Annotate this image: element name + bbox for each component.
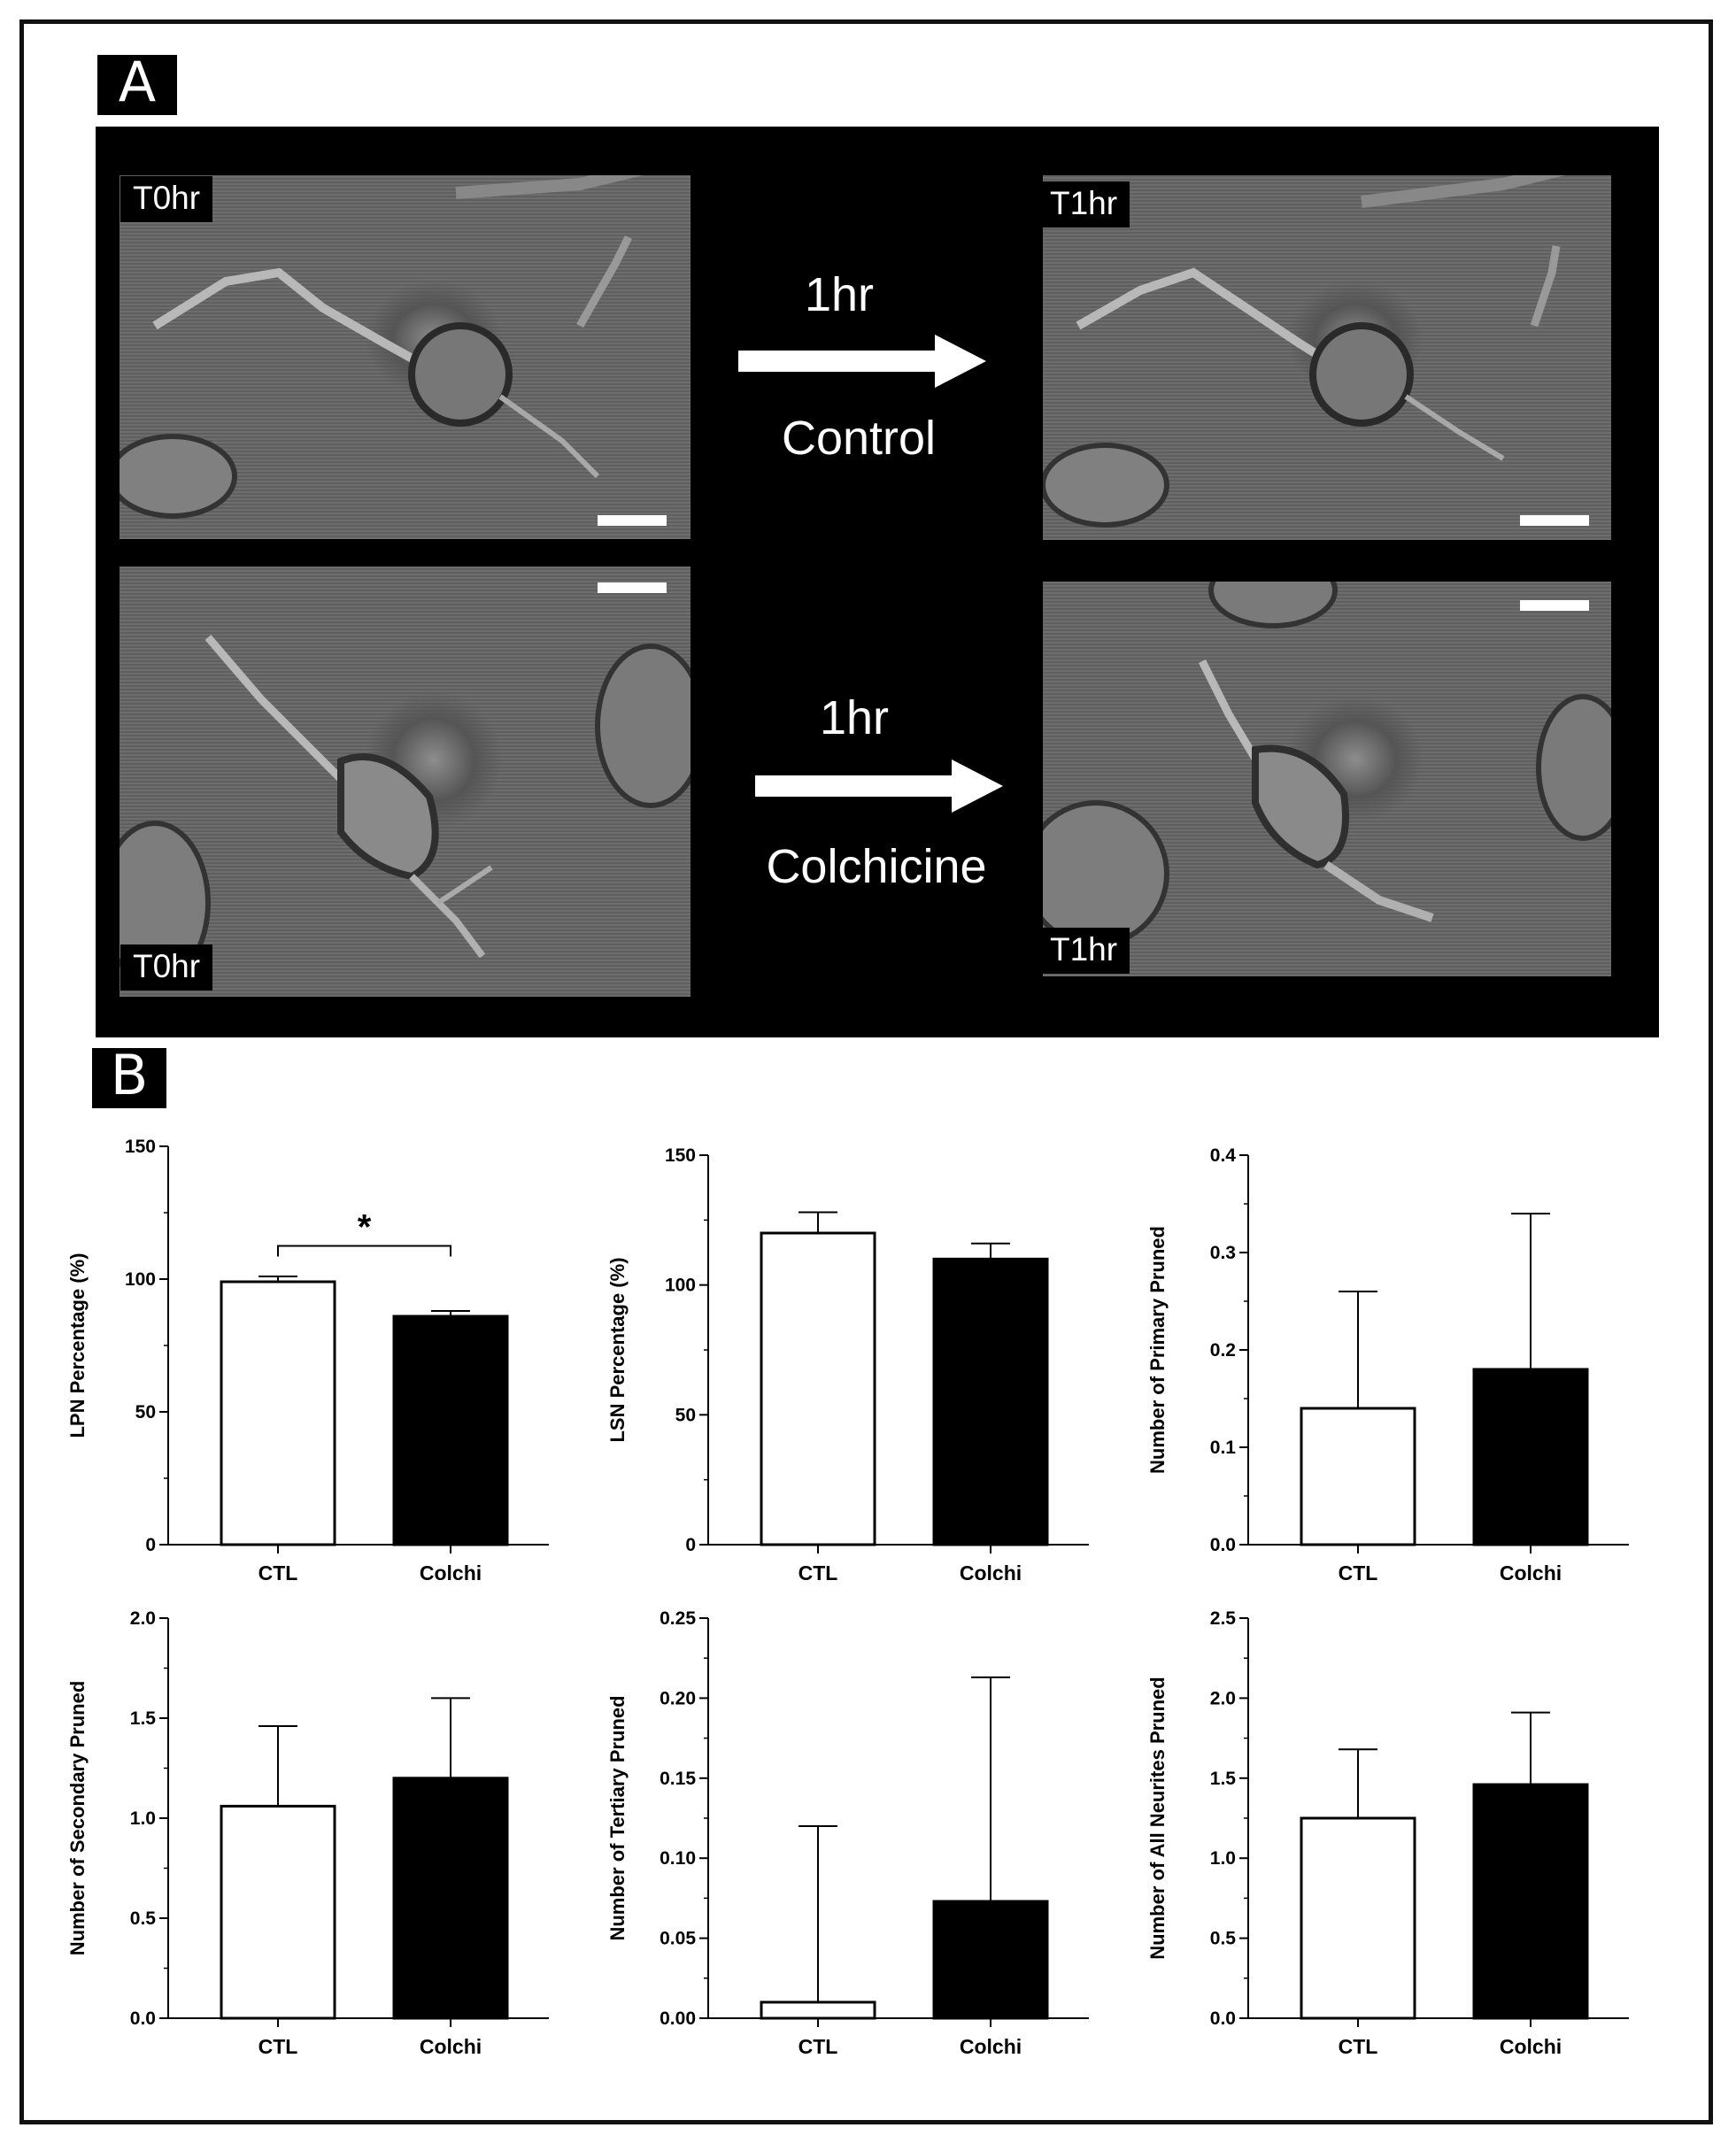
y-tick-label: 0.10 — [660, 1848, 696, 1869]
x-tick-label: CTL — [1339, 2035, 1378, 2058]
x-tick-label: Colchi — [1500, 2035, 1562, 2058]
significance-star: * — [358, 1208, 372, 1247]
colchicine-t1-image — [1043, 582, 1611, 976]
bar-ctl — [1300, 1407, 1416, 1546]
bar-colchi — [932, 1900, 1049, 2020]
bar-ctl — [220, 1280, 336, 1546]
y-axis-label: Number of Primary Pruned — [1146, 1226, 1169, 1474]
y-tick-label: 0 — [145, 1535, 156, 1555]
chart-lsn-percentage: LSN Percentage (%) 0 50 100 150 CTL Colchi — [593, 1133, 1098, 1611]
y-axis-label: Number of All Neurites Pruned — [1146, 1677, 1169, 1959]
control-arrow-condition: Control — [781, 412, 937, 465]
bar-ctl — [760, 1231, 876, 1546]
x-tick-label: CTL — [799, 1561, 838, 1584]
y-axis-label: Number of Secondary Pruned — [66, 1681, 89, 1956]
chart-primary-pruned: Number of Primary Pruned 0.0 0.1 0.2 0.3 0.4 C… — [1133, 1133, 1638, 1611]
y-tick-label: 0.5 — [130, 1908, 157, 1929]
bar-colchi — [392, 1314, 509, 1546]
control-t0-scalebar — [598, 515, 667, 526]
y-tick-label: 0.3 — [1210, 1243, 1236, 1263]
x-tick-label: CTL — [258, 1561, 298, 1584]
y-tick-label: 2.0 — [130, 1608, 156, 1629]
x-tick-label: Colchi — [960, 1561, 1022, 1584]
y-tick-label: 1.5 — [1210, 1769, 1237, 1789]
y-tick-label: 150 — [125, 1137, 156, 1157]
bar-colchi — [1472, 1783, 1589, 2020]
y-tick-label: 50 — [135, 1402, 156, 1422]
control-t1-label: T1hr — [1038, 181, 1130, 227]
colchicine-t0-scalebar — [598, 582, 667, 593]
y-axis-label: LSN Percentage (%) — [606, 1257, 629, 1442]
y-tick-label: 0.20 — [660, 1688, 696, 1708]
panel-a-label: A — [97, 55, 177, 115]
x-tick-label: Colchi — [1500, 1561, 1562, 1584]
y-axis-label: LPN Percentage (%) — [66, 1253, 89, 1438]
x-tick-label: Colchi — [960, 2035, 1022, 2058]
control-t1-image — [1043, 175, 1611, 540]
y-tick-label: 50 — [675, 1405, 696, 1425]
x-tick-label: CTL — [1339, 1561, 1378, 1584]
control-arrow-time: 1hr — [804, 268, 875, 321]
y-tick-label: 0.0 — [130, 2008, 156, 2029]
x-tick-label: Colchi — [420, 2035, 482, 2058]
control-t0-label: T0hr — [120, 176, 213, 222]
colchicine-arrow-condition: Colchicine — [766, 840, 987, 893]
control-t0-image — [120, 175, 691, 539]
y-tick-label: 2.0 — [1210, 1688, 1236, 1708]
colchicine-t1-label: T1hr — [1038, 928, 1130, 974]
bar-colchi — [932, 1257, 1049, 1546]
colchicine-t0-label: T0hr — [120, 944, 213, 991]
colchicine-arrow-time: 1hr — [819, 691, 890, 744]
y-tick-label: 0.15 — [660, 1769, 696, 1789]
y-tick-label: 0.4 — [1210, 1145, 1237, 1166]
y-tick-label: 0.0 — [1210, 2008, 1236, 2029]
y-tick-label: 0.5 — [1210, 1929, 1237, 1949]
y-tick-label: 150 — [665, 1145, 696, 1166]
y-tick-label: 2.5 — [1210, 1608, 1237, 1629]
bar-ctl — [1300, 1816, 1416, 2020]
bar-colchi — [1472, 1368, 1589, 1546]
chart-secondary-pruned: Number of Secondary Pruned 0.0 0.5 1.0 1.5 2.… — [53, 1602, 558, 2098]
chart-all-neurites-pruned: Number of All Neurites Pruned 0.0 0.5 1.0 1.… — [1133, 1602, 1638, 2098]
colchicine-arrow-icon — [755, 759, 1003, 813]
y-tick-label: 100 — [665, 1276, 696, 1296]
x-tick-label: CTL — [258, 2035, 298, 2058]
chart-tertiary-pruned: Number of Tertiary Pruned 0.00 0.05 0.10 0.1… — [593, 1602, 1098, 2098]
y-tick-label: 1.0 — [130, 1808, 156, 1829]
y-tick-label: 1.5 — [130, 1708, 157, 1729]
colchicine-t0-image — [120, 567, 691, 997]
figure-frame — [19, 19, 1713, 2124]
y-axis-label: Number of Tertiary Pruned — [606, 1695, 629, 1940]
y-tick-label: 0.1 — [1210, 1438, 1237, 1458]
y-tick-label: 0.00 — [660, 2008, 696, 2029]
control-arrow-icon — [738, 335, 986, 388]
y-tick-label: 0.0 — [1210, 1535, 1236, 1555]
bar-colchi — [392, 1777, 509, 2020]
colchicine-t1-scalebar — [1520, 600, 1589, 611]
y-tick-label: 1.0 — [1210, 1848, 1236, 1869]
panel-b-label: B — [92, 1048, 166, 1108]
x-tick-label: CTL — [799, 2035, 838, 2058]
control-t1-scalebar — [1520, 515, 1589, 526]
y-tick-label: 0.05 — [660, 1929, 696, 1949]
y-tick-label: 100 — [125, 1269, 156, 1290]
bar-ctl — [220, 1804, 336, 2020]
x-tick-label: Colchi — [420, 1561, 482, 1584]
y-tick-label: 0.25 — [660, 1608, 696, 1629]
bar-ctl — [760, 2001, 876, 2020]
significance-bracket — [277, 1245, 451, 1257]
y-tick-label: 0.2 — [1210, 1340, 1236, 1361]
chart-lpn-percentage: LPN Percentage (%) 0 50 100 150 CTL Colchi * — [53, 1133, 558, 1611]
y-tick-label: 0 — [685, 1535, 696, 1555]
